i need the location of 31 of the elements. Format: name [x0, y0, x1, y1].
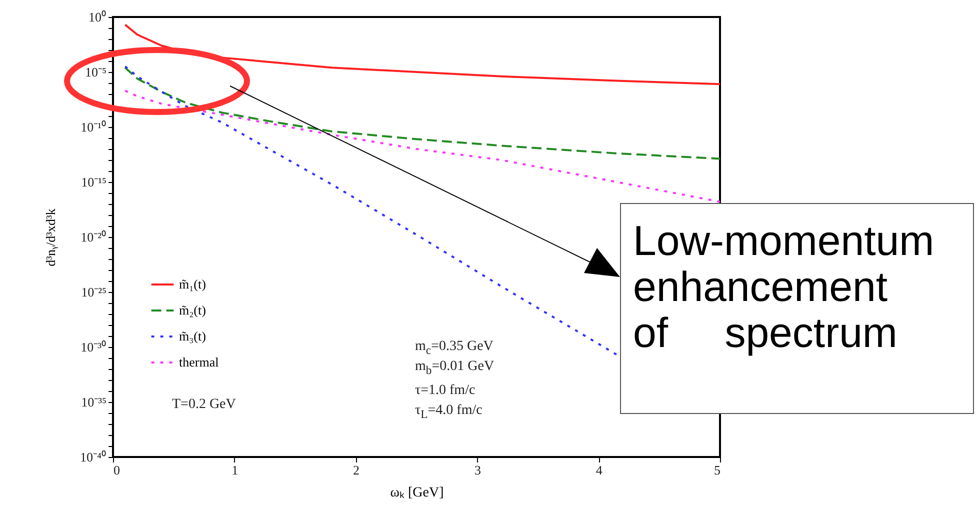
- annotation: m$_{c}$=0.35 GeV: [415, 339, 494, 357]
- legend-label: thermal: [179, 354, 220, 370]
- annotation: τ=1.0 fm/c: [415, 383, 476, 398]
- annotation: m$_{b}$=0.01 GeV: [415, 359, 494, 377]
- line-series: [124, 65, 618, 356]
- line-series: [124, 24, 721, 86]
- annotation: T=0.2 GeV: [172, 397, 236, 412]
- line-series: [124, 90, 721, 203]
- x-tick-label: 4: [596, 462, 603, 478]
- y-tick-label: 10⁻⁴⁰: [80, 450, 106, 464]
- y-tick-label: 10⁻³⁵: [81, 394, 106, 410]
- line-series: [124, 66, 721, 160]
- annotation: τ$_{L}$=4.0 fm/c: [415, 403, 482, 421]
- y-tick-label: 10⁻⁵: [84, 64, 106, 80]
- x-tick-label: 2: [353, 462, 360, 478]
- y-tick-label: 10⁻²⁰: [80, 230, 106, 244]
- x-tick-label: 5: [714, 462, 720, 478]
- legend-label: m̃₂(t): [179, 302, 206, 318]
- y-tick-label: 10⁰: [88, 10, 106, 24]
- x-axis-title: ωₖ [GeV]: [390, 486, 444, 500]
- x-tick-label: 1: [232, 462, 238, 478]
- y-tick-label: 10⁻¹⁰: [80, 120, 106, 134]
- x-tick-label: 0: [114, 462, 120, 478]
- y-tick-label: 10⁻¹⁵: [81, 174, 106, 190]
- annotation: Low-momentum enhancement of spectrum: [620, 203, 974, 414]
- y-tick-label: 10⁻³⁰: [80, 340, 106, 354]
- y-tick-label: 10⁻²⁵: [81, 284, 106, 300]
- legend-label: m̃₃(t): [179, 328, 206, 344]
- y-axis-title: d³nᵧ/d³xd³k: [42, 208, 58, 266]
- legend-label: m̃₁(t): [179, 276, 206, 292]
- x-tick-label: 3: [474, 462, 481, 478]
